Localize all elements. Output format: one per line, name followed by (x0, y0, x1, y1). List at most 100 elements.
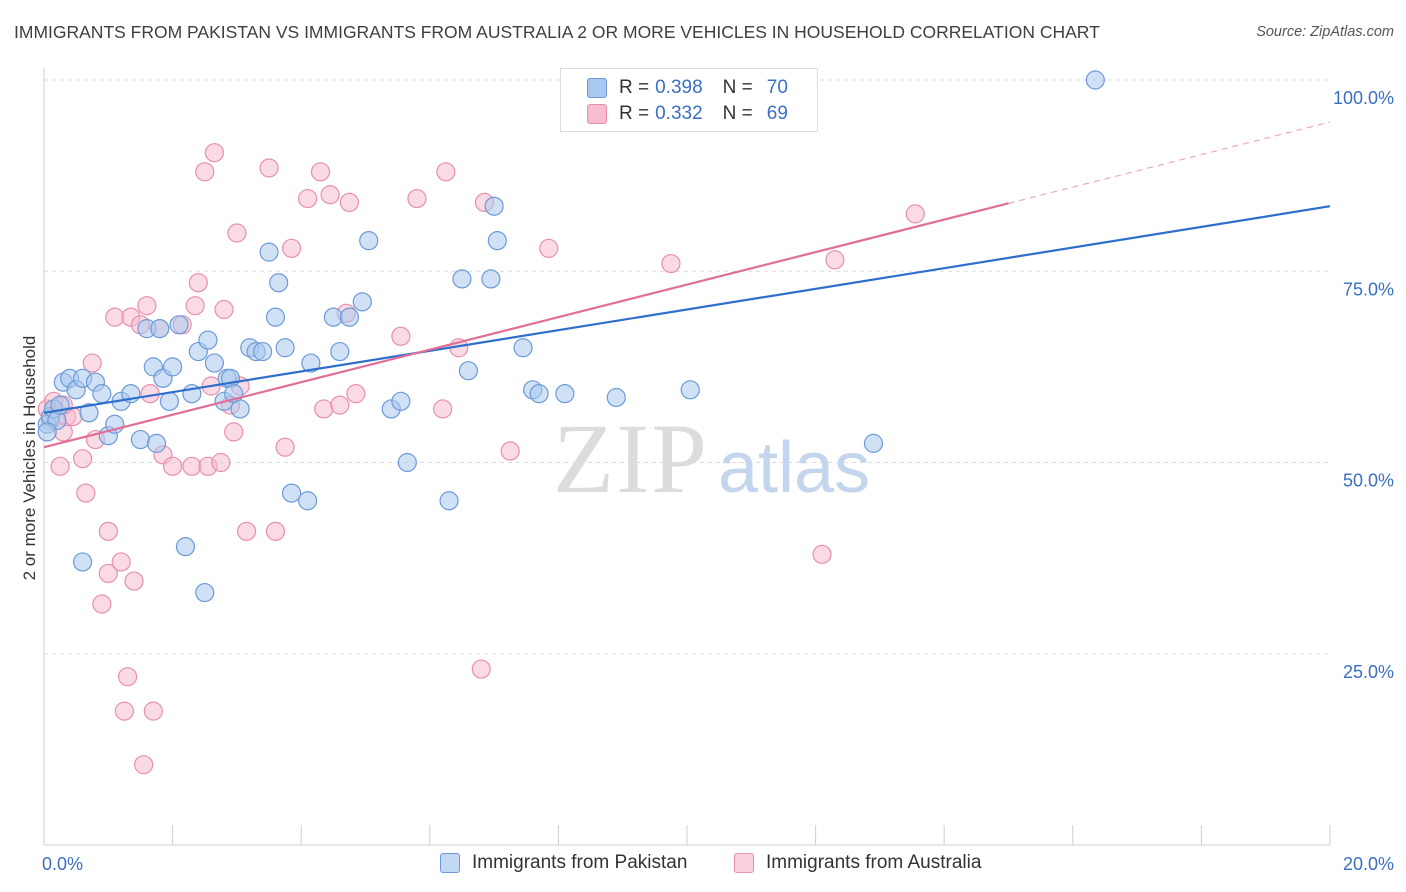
legend-r-value: 0.398 (655, 77, 703, 98)
data-point (98, 521, 118, 541)
data-point (407, 188, 427, 209)
legend-swatch-australia (587, 104, 607, 124)
grid-lines (44, 79, 1330, 655)
tick-labels: 100.0% 75.0% 50.0% 25.0% 0.0% 20.0% (42, 88, 1394, 874)
legend-r-label: R = (619, 103, 650, 124)
legend-item-australia[interactable]: Immigrants from Australia (734, 852, 981, 874)
data-point (500, 441, 520, 461)
chart-title: IMMIGRANTS FROM PAKISTAN VS IMMIGRANTS F… (14, 22, 1100, 42)
data-point (529, 384, 549, 404)
source-label: Source: ZipAtlas.com (1256, 24, 1394, 40)
data-point (397, 452, 417, 473)
data-point (163, 357, 183, 377)
data-point (513, 338, 533, 358)
watermark: ZIP atlas (553, 403, 870, 514)
data-point (1085, 70, 1105, 90)
axes (43, 68, 1331, 846)
data-point (339, 307, 360, 327)
y-tick-label: 75.0% (1343, 279, 1394, 299)
legend-r-value: 0.332 (655, 103, 703, 124)
data-point (198, 330, 218, 350)
x-tick-label: 0.0% (42, 854, 83, 874)
data-point (339, 192, 360, 212)
data-point (150, 319, 170, 339)
data-point (323, 307, 343, 327)
data-point (124, 571, 144, 591)
data-point (330, 395, 350, 415)
data-point (661, 254, 681, 274)
data-point (281, 483, 302, 503)
data-point (211, 452, 231, 473)
legend-label-pakistan: Immigrants from Pakistan (472, 852, 688, 873)
data-point (301, 353, 321, 373)
data-point (436, 162, 456, 182)
data-point (82, 353, 102, 373)
data-point (230, 399, 250, 419)
data-point (265, 521, 286, 541)
data-point (79, 403, 99, 423)
data-point (330, 341, 350, 362)
y-tick-label: 25.0% (1343, 662, 1394, 682)
data-point (680, 380, 700, 400)
data-point (265, 307, 286, 327)
trend-lines (43, 121, 1331, 449)
data-point (92, 384, 112, 404)
data-point (204, 143, 224, 163)
data-point (471, 659, 491, 679)
data-point (606, 387, 626, 408)
data-point (259, 242, 279, 262)
data-point (391, 326, 411, 346)
data-point (433, 399, 453, 419)
data-point (259, 158, 279, 178)
data-point (204, 353, 224, 373)
data-point (175, 537, 196, 557)
data-point (905, 204, 925, 224)
data-point (163, 456, 183, 476)
data-point (134, 755, 154, 775)
watermark-zip: ZIP (553, 403, 709, 514)
data-point (391, 391, 411, 411)
legend-label-australia: Immigrants from Australia (766, 852, 982, 873)
data-point (76, 483, 96, 503)
legend-row-pakistan: R = 0.398 N = 70 (587, 76, 788, 100)
data-point (269, 273, 289, 293)
data-point (224, 422, 244, 442)
data-point (185, 296, 205, 316)
data-point (195, 162, 215, 182)
data-point (825, 250, 845, 270)
data-point (114, 701, 134, 721)
data-point (487, 231, 507, 251)
data-point (214, 299, 234, 320)
data-point (452, 269, 472, 289)
data-point (314, 399, 334, 419)
data-point (105, 307, 125, 327)
data-point (320, 185, 340, 205)
y-tick-label: 50.0% (1343, 471, 1394, 491)
data-point (182, 456, 202, 476)
data-point (310, 162, 331, 182)
legend-swatch-pakistan (587, 78, 607, 98)
data-point (236, 521, 257, 541)
legend-item-pakistan[interactable]: Immigrants from Pakistan (440, 852, 687, 874)
data-point (275, 338, 295, 358)
data-point (298, 491, 318, 511)
data-point (253, 341, 273, 362)
data-point (159, 391, 179, 411)
trend-line-australia-extension (1008, 121, 1331, 204)
data-point (98, 563, 118, 584)
data-point (130, 429, 151, 450)
legend-row-australia: R = 0.332 N = 69 (587, 102, 788, 126)
data-point (169, 315, 189, 335)
data-point (188, 273, 208, 293)
data-point (298, 188, 318, 209)
legend-n-label: N = (722, 77, 753, 98)
data-point (195, 582, 215, 603)
data-point (92, 594, 112, 614)
legend-n-value: 70 (766, 77, 788, 98)
data-point (72, 552, 93, 572)
data-point (863, 433, 884, 453)
data-point (37, 422, 57, 442)
legend-swatch-australia (734, 853, 754, 873)
legend-swatch-pakistan (440, 853, 460, 873)
series-legend: Immigrants from Pakistan Immigrants from… (0, 852, 1406, 876)
